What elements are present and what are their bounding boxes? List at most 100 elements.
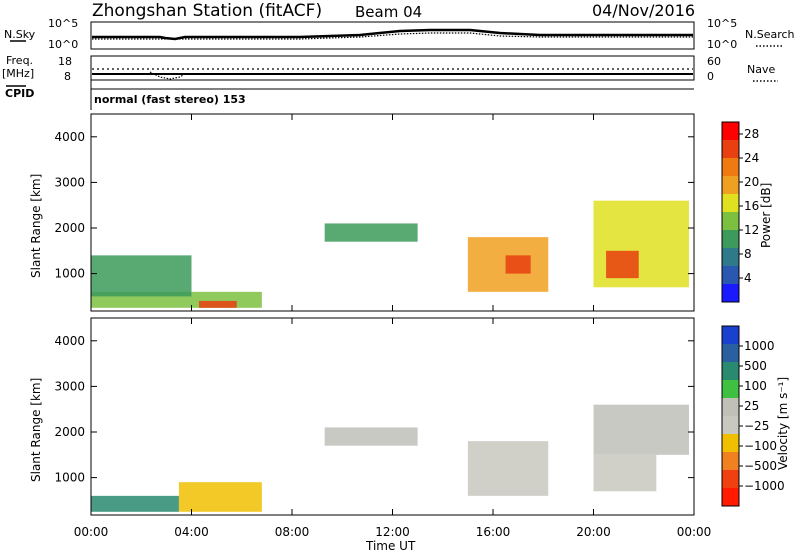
velocity-colorbar-swatch-7 [722, 452, 739, 471]
power-colorbar-swatch-9 [722, 284, 739, 303]
nave-label: Nave [747, 63, 775, 76]
mode-label: normal (fast stereo) 153 [94, 93, 246, 106]
nave-bottom-tick: 0 [707, 70, 714, 83]
velocity-ytick-label-2: 3000 [54, 379, 85, 393]
power-colorbar-tick-1: 8 [744, 247, 752, 261]
velocity-ylabel: Slant Range [km] [29, 378, 43, 482]
time-axis-label: Time UT [365, 539, 416, 553]
freq-panel: Freq. [MHz] 18 8 60 0 Nave CPID normal (… [2, 54, 778, 110]
velocity-colorbar-swatch-4 [722, 398, 739, 417]
cpid-label: CPID [5, 87, 34, 100]
velocity-echo-region-2 [324, 427, 418, 446]
power-colorbar-tick-5: 24 [744, 151, 759, 165]
freq-label: Freq. [6, 54, 33, 67]
nsearch-label: N.Search [745, 28, 795, 41]
noise-panel-frame [90, 21, 695, 50]
velocity-colorbar-tick-5: −100 [744, 439, 777, 453]
velocity-echo-region-3 [467, 441, 549, 496]
power-colorbar-swatch-6 [722, 230, 739, 249]
velocity-colorbar-swatch-3 [722, 380, 739, 399]
power-colorbar-swatch-4 [722, 194, 739, 213]
velocity-echo-region-0 [91, 495, 179, 512]
velocity-colorbar-tick-7: −1000 [744, 479, 785, 493]
nsearch-trace [92, 32, 693, 40]
power-colorbar-tick-4: 20 [744, 175, 759, 189]
velocity-colorbar-label: Velocity [m s⁻¹] [776, 377, 790, 470]
power-echo-region-7 [606, 250, 639, 279]
power-colorbar-swatch-3 [722, 176, 739, 195]
nsky-bottom-tick: 10^0 [48, 38, 78, 51]
velocity-ytick-label-1: 2000 [54, 425, 85, 439]
power-y-axis: 1000 2000 3000 4000 [54, 130, 694, 281]
time-tick-label-1: 04:00 [174, 525, 209, 539]
velocity-colorbar-tick-3: 25 [744, 399, 759, 413]
nsearch-bottom-tick: 10^0 [707, 38, 737, 51]
velocity-echo-region-5 [593, 454, 657, 492]
power-ytick-label-3: 4000 [54, 130, 85, 144]
freq-unit: [MHz] [2, 67, 34, 80]
velocity-colorbar-tick-1: 500 [744, 359, 767, 373]
power-colorbar-swatch-0 [722, 122, 739, 141]
velocity-data-layer [91, 404, 689, 512]
power-echo-region-3 [324, 223, 418, 242]
time-tick-label-6: 00:00 [677, 525, 712, 539]
power-colorbar-tick-0: 4 [744, 271, 752, 285]
nsearch-top-tick: 10^5 [707, 17, 737, 30]
velocity-colorbar-tick-6: −500 [744, 459, 777, 473]
power-data-layer [91, 200, 689, 308]
time-tick-label-2: 08:00 [275, 525, 310, 539]
velocity-colorbar-swatch-5 [722, 416, 739, 435]
power-colorbar-swatch-5 [722, 212, 739, 231]
velocity-colorbar: 1000 500 100 25 −25 −100 −500 −1000 [721, 325, 785, 507]
velocity-colorbar-swatch-8 [722, 470, 739, 489]
power-colorbar-label: Power [dB] [759, 183, 773, 248]
velocity-colorbar-swatch-9 [722, 488, 739, 507]
nsky-label: N.Sky [4, 28, 36, 41]
velocity-ytick-label-0: 1000 [54, 471, 85, 485]
power-ytick-label-0: 1000 [54, 267, 85, 281]
velocity-colorbar-tick-2: 100 [744, 379, 767, 393]
power-ylabel: Slant Range [km] [29, 174, 43, 278]
time-tick-label-0: 00:00 [74, 525, 109, 539]
velocity-colorbar-tick-0: 1000 [744, 339, 775, 353]
nave-dip [149, 71, 187, 80]
velocity-ytick-label-3: 4000 [54, 334, 85, 348]
power-colorbar-swatch-2 [722, 158, 739, 177]
time-tick-label-4: 16:00 [476, 525, 511, 539]
power-colorbar: 4 8 12 16 20 24 28 [721, 121, 759, 303]
power-ytick-label-1: 2000 [54, 221, 85, 235]
date-label: 04/Nov/2016 [592, 1, 695, 20]
power-echo-region-2 [91, 255, 192, 297]
nsky-trace [92, 28, 693, 41]
time-tick-label-5: 20:00 [576, 525, 611, 539]
nsky-top-tick: 10^5 [48, 17, 78, 30]
power-colorbar-swatch-1 [722, 140, 739, 159]
velocity-y-axis: 1000 2000 3000 4000 [54, 334, 694, 485]
power-colorbar-tick-3: 16 [744, 199, 759, 213]
velocity-echo-region-1 [178, 482, 262, 512]
power-colorbar-swatch-7 [722, 248, 739, 267]
time-axis: 00:00 04:00 08:00 12:00 16:00 20:00 00:00 [74, 114, 712, 539]
nave-top-tick: 60 [707, 55, 721, 68]
velocity-colorbar-swatch-1 [722, 344, 739, 363]
freq-top-tick: 18 [58, 55, 72, 68]
velocity-echo-region-4 [593, 404, 689, 455]
power-echo-region-5 [505, 255, 531, 274]
power-colorbar-swatch-8 [722, 266, 739, 285]
velocity-colorbar-swatch-2 [722, 362, 739, 381]
velocity-colorbar-swatch-0 [722, 326, 739, 345]
velocity-panel: 1000 2000 3000 4000 Slant Range [km] 1000 50… [29, 317, 790, 516]
freq-panel-frame [90, 55, 695, 81]
power-colorbar-tick-2: 12 [744, 223, 759, 237]
velocity-colorbar-tick-4: −25 [744, 419, 769, 433]
power-panel: 1000 2000 3000 4000 Slant Range [km] 4 8 12 16… [29, 113, 773, 312]
beam-label: Beam 04 [355, 3, 422, 21]
power-colorbar-tick-6: 28 [744, 127, 759, 141]
time-tick-label-3: 12:00 [375, 525, 410, 539]
velocity-colorbar-swatch-6 [722, 434, 739, 453]
power-echo-region-1 [199, 300, 237, 308]
station-title: Zhongshan Station (fitACF) [92, 1, 322, 21]
freq-bottom-tick: 8 [64, 70, 71, 83]
